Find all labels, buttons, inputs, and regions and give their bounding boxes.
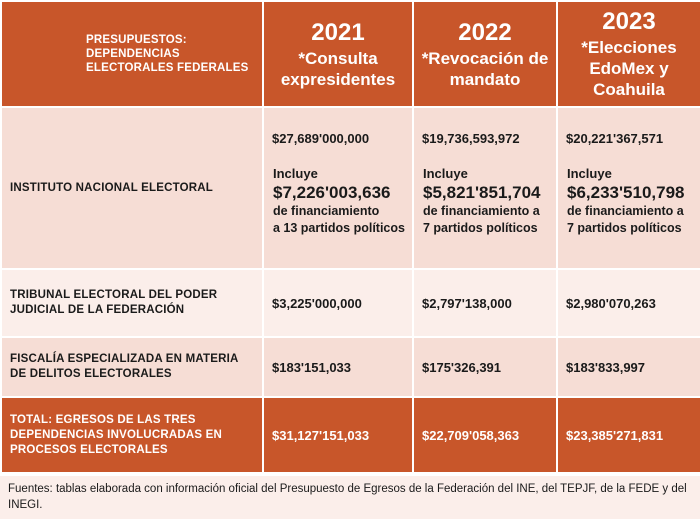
fede-2021-value: $183'151,033 [262,336,414,398]
financing-text: de financiamiento a [423,204,540,218]
year-2022-header: 2022 *Revocación de mandato [412,0,558,108]
event-label: *Consulta expresidentes [280,48,396,89]
includes-label: Incluye [567,166,612,181]
table-row-ine: INSTITUTO NACIONAL ELECTORAL $27,689'000… [0,106,700,270]
fede-2023-value: $183'833,997 [556,336,700,398]
financing-text: 7 partidos políticos [423,221,538,235]
budget-table: PRESUPUESTOS: DEPENDENCIAS ELECTORALES F… [0,0,700,474]
financing-amount: $6,233'510,798 [567,183,685,202]
table-row-fede: FISCALÍA ESPECIALIZADA EN MATERIA DE DEL… [0,336,700,398]
footnote: Fuentes: tablas elaborada con informació… [0,476,700,519]
event-label: *Revocación de mandato [421,48,549,89]
financing-text: a 13 partidos políticos [273,221,405,235]
corner-title: PRESUPUESTOS: DEPENDENCIAS ELECTORALES F… [0,0,264,108]
ine-2021-cell: $27,689'000,000 Incluye $7,226'003,636 d… [262,106,414,270]
table-row-tepjf: TRIBUNAL ELECTORAL DEL PODER JUDICIAL DE… [0,268,700,338]
financing-text: de financiamiento a [567,204,684,218]
year-label: 2023 [602,8,656,35]
row-label-total: TOTAL: EGRESOS DE LAS TRES DEPENDENCIAS … [0,396,264,474]
total-2022-value: $22,709'058,363 [412,396,558,474]
fede-2022-value: $175'326,391 [412,336,558,398]
amount-value: $20,221'367,571 [566,131,664,146]
row-label-ine: INSTITUTO NACIONAL ELECTORAL [0,106,264,270]
year-label: 2021 [311,18,365,46]
includes-label: Incluye [423,166,468,181]
financing-text: de financiamiento [273,204,380,218]
year-label: 2022 [458,18,512,46]
header-row: PRESUPUESTOS: DEPENDENCIAS ELECTORALES F… [0,0,700,108]
tepjf-2023-value: $2,980'070,263 [556,268,700,338]
includes-label: Incluye [273,166,318,181]
includes-block: Incluye $7,226'003,636 de financiamiento… [272,165,408,237]
ine-2023-cell: $20,221'367,571 Incluye $6,233'510,798 d… [556,106,700,270]
amount-value: $27,689'000,000 [272,131,370,146]
financing-text: 7 partidos políticos [567,221,682,235]
amount-value: $19,736,593,972 [422,131,520,146]
financing-amount: $7,226'003,636 [273,183,391,202]
row-label-fede: FISCALÍA ESPECIALIZADA EN MATERIA DE DEL… [0,336,264,398]
includes-block: Incluye $5,821'851,704 de financiamiento… [422,165,552,237]
tepjf-2022-value: $2,797'138,000 [412,268,558,338]
tepjf-2021-value: $3,225'000,000 [262,268,414,338]
financing-amount: $5,821'851,704 [423,183,541,202]
ine-2022-cell: $19,736,593,972 Incluye $5,821'851,704 d… [412,106,558,270]
year-2021-header: 2021 *Consulta expresidentes [262,0,414,108]
includes-block: Incluye $6,233'510,798 de financiamiento… [566,165,696,237]
total-2023-value: $23,385'271,831 [556,396,700,474]
event-label: *Elecciones EdoMex y Coahuila [581,38,677,99]
year-2023-header: 2023 *Elecciones EdoMex y Coahuila [556,0,700,108]
total-2021-value: $31,127'151,033 [262,396,414,474]
table-row-total: TOTAL: EGRESOS DE LAS TRES DEPENDENCIAS … [0,396,700,474]
row-label-tepjf: TRIBUNAL ELECTORAL DEL PODER JUDICIAL DE… [0,268,264,338]
